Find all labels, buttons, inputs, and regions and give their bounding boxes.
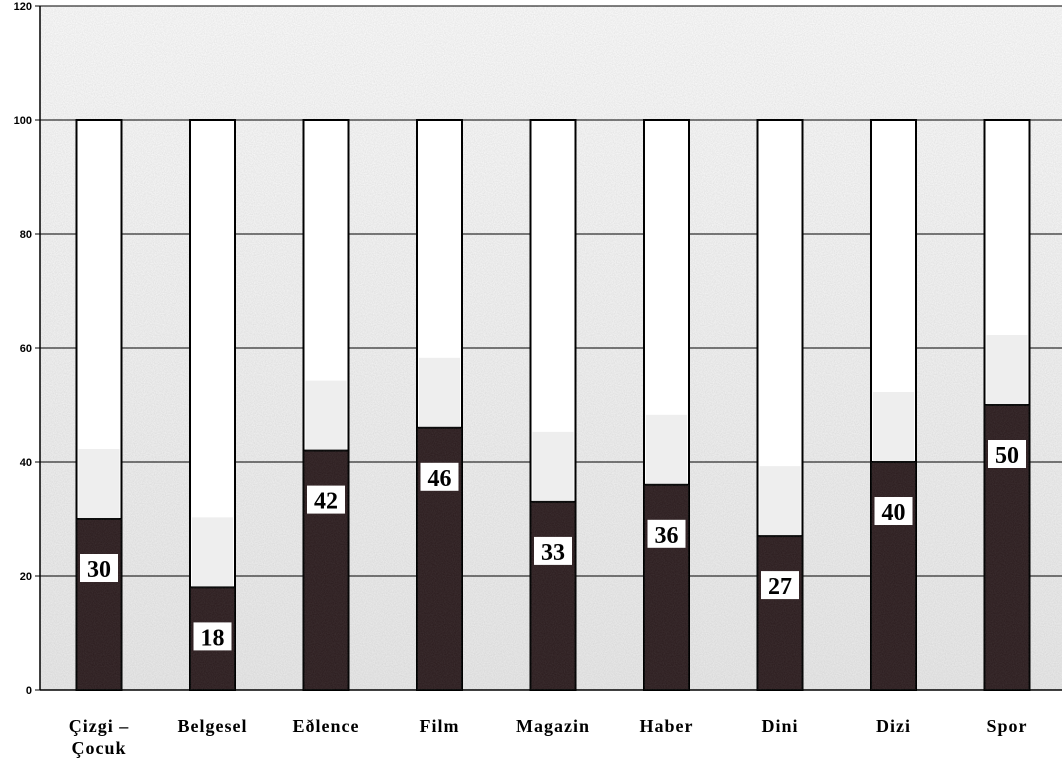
bar-grain: [757, 536, 803, 690]
bar-grain: [76, 519, 122, 690]
x-tick-label: Dini: [761, 716, 798, 736]
x-tick-label: Magazin: [516, 716, 590, 736]
data-label-box: [647, 519, 686, 548]
bar-haze: [759, 466, 801, 537]
bar-haze: [419, 357, 460, 428]
data-label: 18: [201, 625, 225, 651]
y-tick-label: 20: [20, 571, 32, 583]
x-tick-label: Çizgi –: [69, 716, 130, 736]
y-tick-label: 60: [20, 343, 32, 355]
x-tick-label: Belgesel: [178, 716, 248, 736]
data-label: 30: [87, 557, 111, 583]
y-tick-label: 100: [14, 115, 32, 127]
x-tick-label: Eðlence: [293, 716, 360, 736]
bar-grain: [530, 501, 576, 690]
data-label-box: [874, 497, 913, 525]
bar-grain: [644, 484, 689, 690]
data-label: 40: [882, 500, 906, 526]
y-tick-label: 0: [26, 685, 32, 697]
x-tick-label: Haber: [640, 716, 694, 736]
bar-haze: [78, 449, 120, 519]
data-label: 33: [541, 540, 565, 566]
x-tick-label: Çocuk: [71, 738, 126, 758]
y-tick-label: 120: [14, 1, 32, 13]
data-label-box: [761, 571, 799, 600]
bar-haze: [646, 414, 687, 485]
data-label: 50: [995, 443, 1019, 469]
x-tick-label: Spor: [986, 716, 1027, 736]
data-label-box: [534, 536, 572, 565]
data-label-box: [988, 440, 1026, 468]
x-tick-label: Dizi: [876, 716, 911, 736]
bar-grain: [871, 462, 916, 690]
data-label: 36: [655, 523, 679, 549]
data-label-box: [193, 622, 232, 651]
x-tick-label: Film: [420, 716, 460, 736]
data-label: 46: [428, 466, 452, 492]
bar-haze: [873, 392, 914, 462]
bar-haze: [532, 431, 574, 502]
data-label: 27: [768, 574, 792, 600]
y-tick-label: 80: [20, 229, 32, 241]
bar-haze: [192, 517, 233, 588]
data-label-box: [80, 554, 118, 582]
data-label-box: [420, 462, 459, 491]
bar-haze: [986, 335, 1028, 405]
bar-haze: [305, 380, 347, 451]
y-tick-label: 40: [20, 457, 32, 469]
data-label-box: [307, 485, 345, 514]
plot-area: 0 20 40 60 80 100 120 30 Çizgi –Çocuk 18 Belgesel 4…: [14, 1, 1062, 758]
data-label: 42: [314, 489, 338, 515]
